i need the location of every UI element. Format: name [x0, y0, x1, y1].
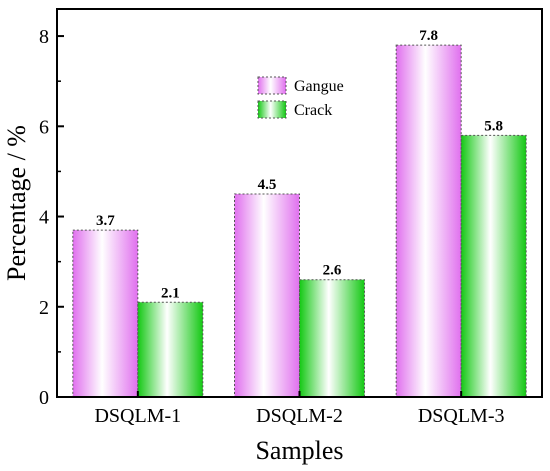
- y-tick-label: 4: [39, 207, 49, 229]
- y-tick-label: 2: [39, 297, 49, 319]
- legend: Gangue Crack: [257, 76, 344, 119]
- data-label-gangue-dsqlm-2: 4.5: [258, 177, 277, 193]
- bar-gangue-dsqlm-2: [234, 193, 300, 398]
- y-tick-label: 8: [39, 26, 49, 48]
- bar-crack-dsqlm-1: [137, 301, 204, 398]
- x-axis-ticks: DSQLM-1 DSQLM-2 DSQLM-3: [94, 391, 505, 427]
- x-tick-label: DSQLM-1: [94, 405, 181, 427]
- bars-group: [72, 44, 527, 398]
- data-label-crack-dsqlm-1: 2.1: [161, 285, 180, 301]
- bar-crack-dsqlm-3: [460, 134, 527, 398]
- y-tick-label: 6: [39, 116, 49, 138]
- y-tick-label: 0: [39, 387, 49, 409]
- data-label-crack-dsqlm-2: 2.6: [323, 263, 342, 279]
- data-labels-group: 3.7 2.1 4.5 2.6 7.8 5.8: [96, 28, 503, 301]
- x-tick-label: DSQLM-3: [418, 405, 505, 427]
- legend-swatch-gangue: [257, 76, 287, 95]
- legend-label-crack: Crack: [294, 102, 332, 119]
- bar-crack-dsqlm-2: [299, 279, 365, 398]
- data-label-crack-dsqlm-3: 5.8: [484, 118, 503, 134]
- x-axis-title: Samples: [255, 436, 343, 465]
- y-axis-title: Percentage / %: [2, 125, 31, 281]
- data-label-gangue-dsqlm-1: 3.7: [96, 213, 115, 229]
- bar-gangue-dsqlm-3: [395, 44, 462, 398]
- y-axis-ticks: 0 2 4 6 8: [39, 26, 64, 409]
- bar-gangue-dsqlm-1: [72, 229, 139, 398]
- legend-label-gangue: Gangue: [294, 78, 344, 95]
- data-label-gangue-dsqlm-3: 7.8: [419, 28, 438, 44]
- legend-swatch-crack: [257, 100, 287, 119]
- x-tick-label: DSQLM-2: [256, 405, 343, 427]
